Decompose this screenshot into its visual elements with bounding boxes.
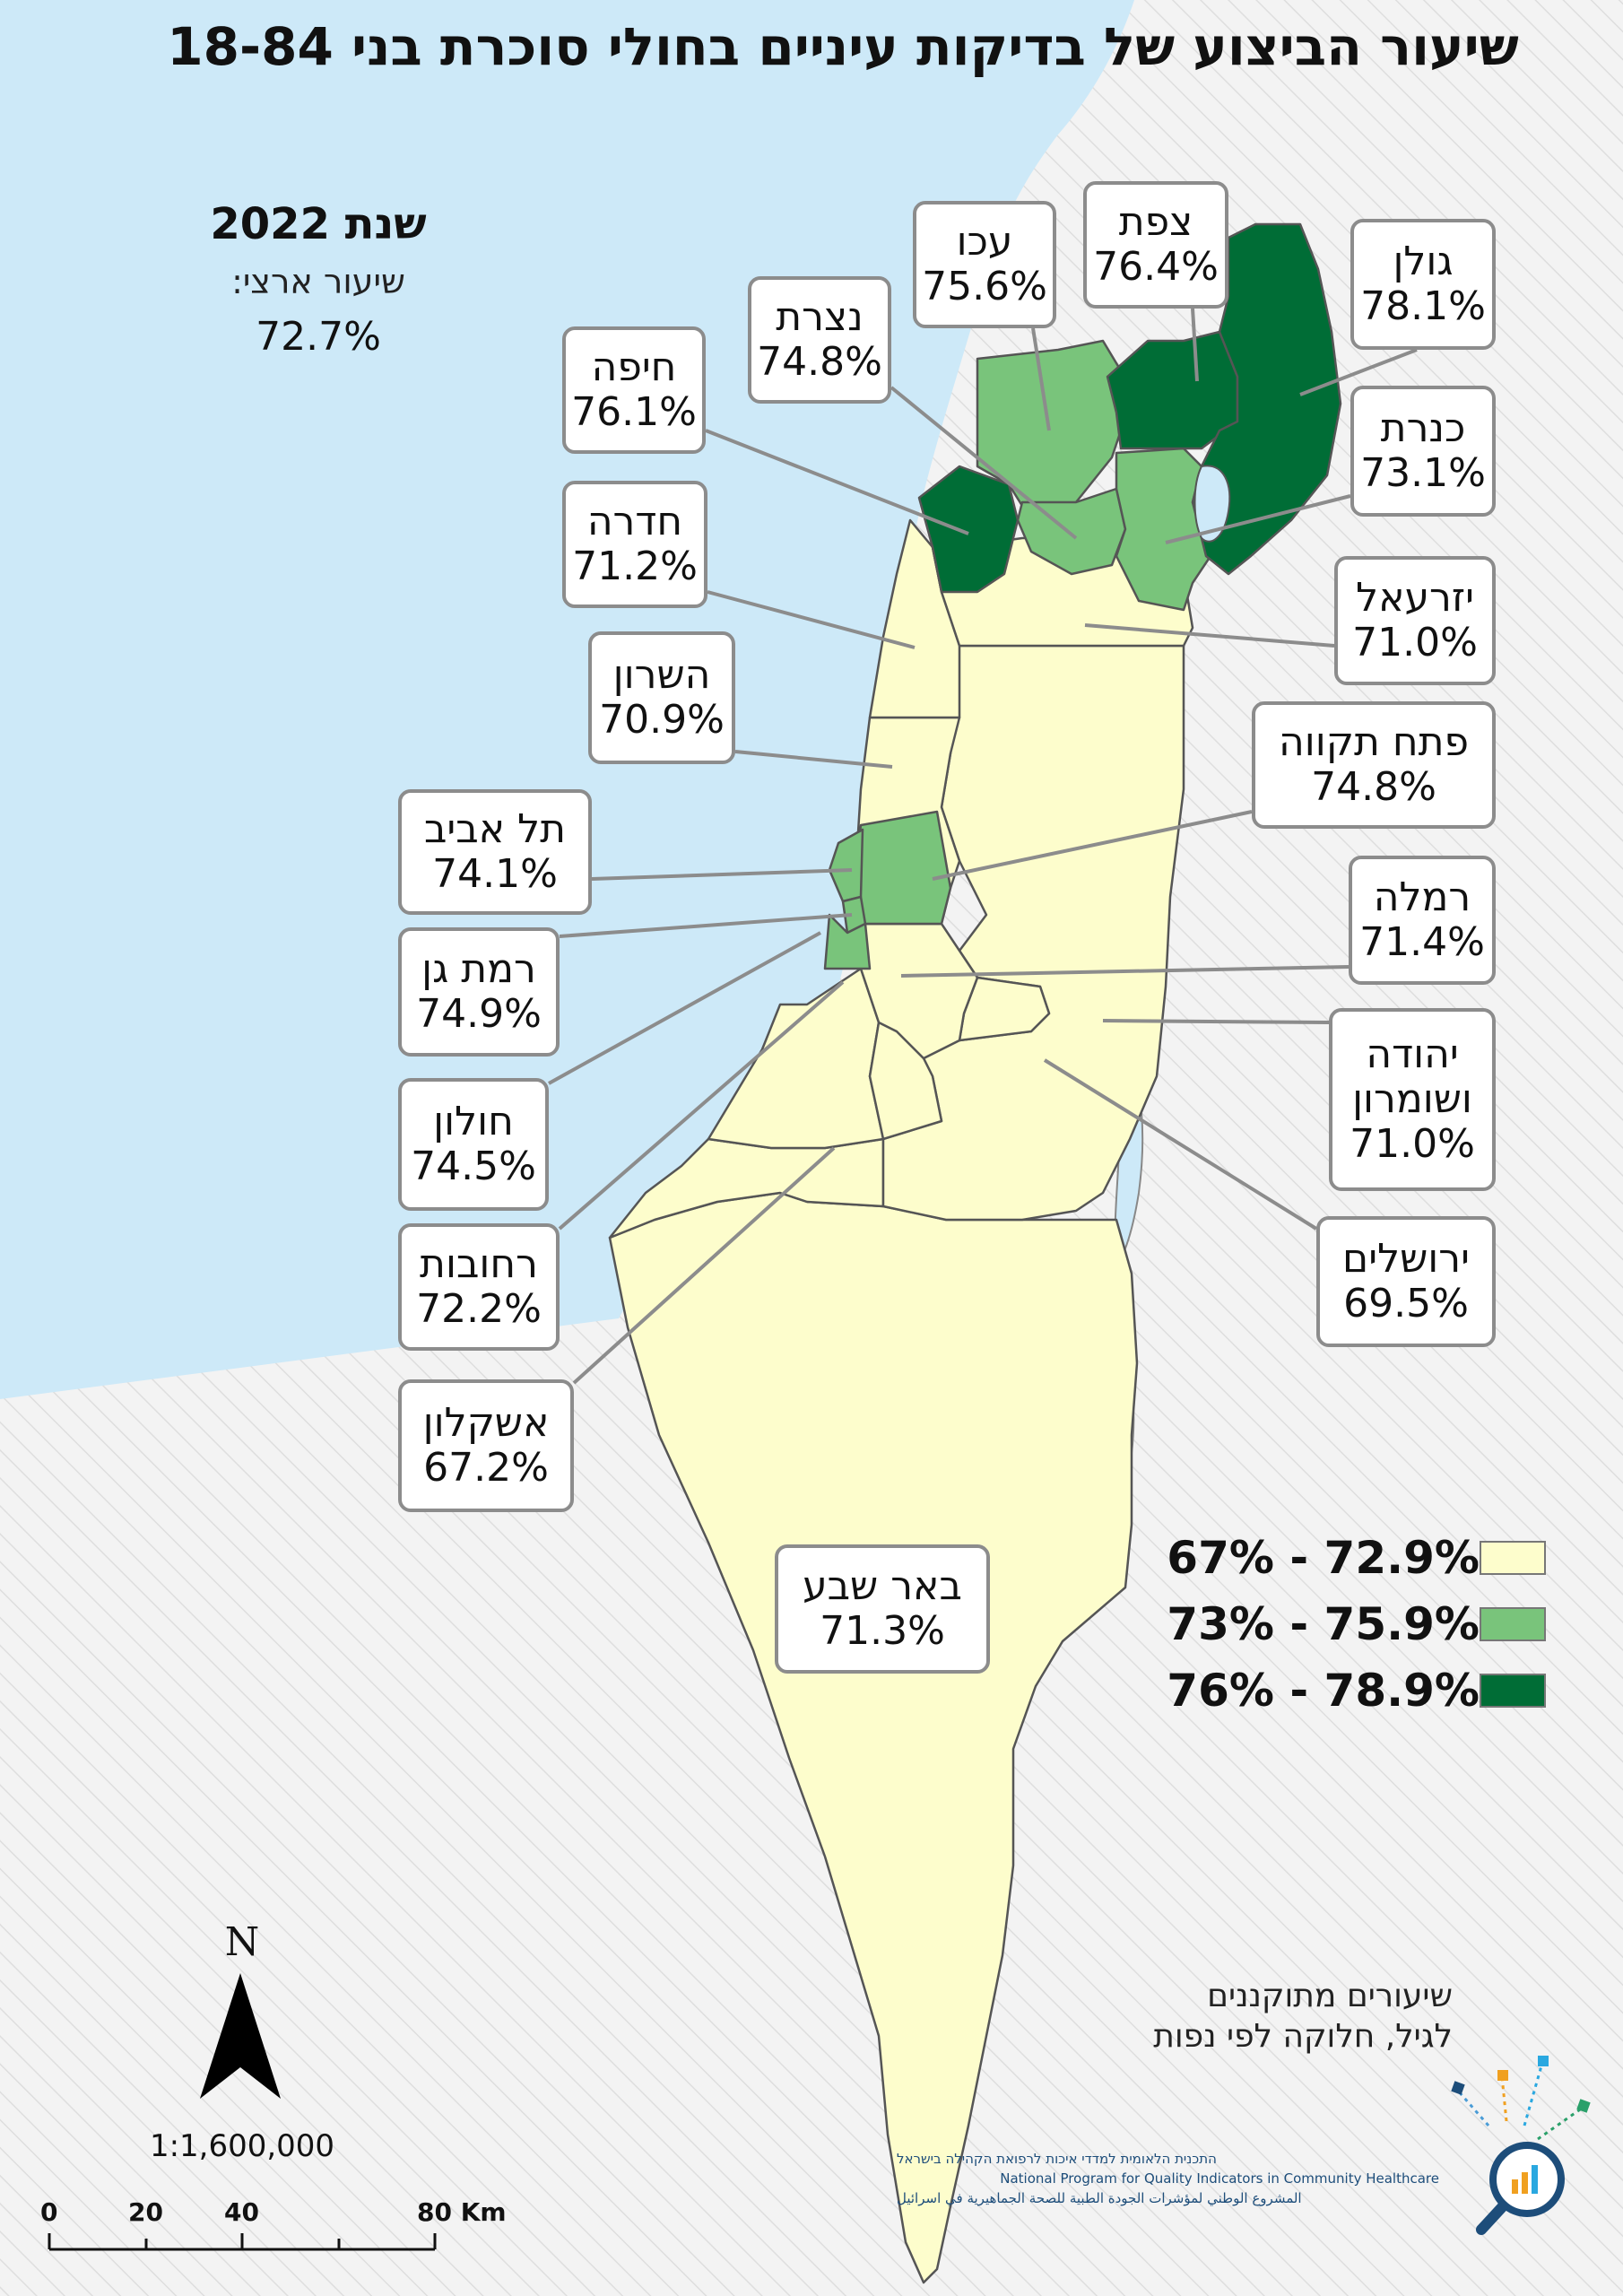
- leader-line-golan: [1299, 348, 1418, 396]
- leader-line-rehovot: [558, 980, 845, 1231]
- sea-of-galilee: [1193, 465, 1231, 543]
- region-label-holon: חולון 74.5%: [398, 1078, 549, 1211]
- legend-swatch-low: [1480, 1541, 1546, 1575]
- scale-tick-80: 80 Km: [417, 2197, 507, 2227]
- note-line-2: לגיל, חלוקה לפי נפות: [1153, 2018, 1453, 2055]
- leader-line-petah-tikva: [932, 810, 1253, 881]
- scale-tick-20: 20: [128, 2197, 163, 2227]
- scale-ratio: 1:1,600,000: [149, 2128, 335, 2164]
- leader-line-ramla: [900, 965, 1350, 978]
- region-label-tel-aviv: תל אביב 74.1%: [398, 789, 592, 915]
- leader-line-nazareth: [890, 386, 1078, 540]
- region-label-petah-tikva: פתח תקווה 74.8%: [1252, 701, 1496, 829]
- leader-line-hadera: [707, 590, 916, 649]
- region-label-safed: צפת 76.4%: [1083, 181, 1228, 309]
- leader-line-sharon: [734, 750, 893, 769]
- scale-bar: [48, 2233, 437, 2251]
- legend-label-high: 76% - 78.9%: [1167, 1665, 1480, 1717]
- region-label-ramat-gan: רמת גן 74.9%: [398, 927, 560, 1057]
- legend-label-low: 67% - 72.9%: [1167, 1532, 1480, 1584]
- region-holon: [823, 913, 872, 970]
- leader-line-tel-aviv: [591, 868, 853, 881]
- leader-line-holon: [548, 931, 821, 1085]
- leader-line-safed: [1191, 308, 1199, 382]
- region-golan: [1191, 222, 1342, 576]
- leader-line-ashkelon: [572, 1146, 836, 1385]
- scale-tick-0: 0: [40, 2197, 58, 2227]
- region-nazareth: [1016, 487, 1127, 576]
- region-haifa: [917, 465, 1020, 594]
- legend-swatch-mid: [1480, 1607, 1546, 1641]
- org-name-hebrew: התכנית הלאומית למדדי איכות לרפואת הקהילה…: [897, 2151, 1217, 2167]
- region-label-ramla: רמלה 71.4%: [1349, 856, 1496, 985]
- north-arrow: [200, 1973, 281, 2099]
- region-label-yehuda-shomron: יהודה ושומרון 71.0%: [1329, 1008, 1496, 1191]
- leader-line-akko: [1031, 327, 1051, 431]
- region-label-hadera: חדרה 71.2%: [562, 481, 707, 608]
- map-title: שיעור הביצוע של בדיקות עיניים בחולי סוכר…: [167, 16, 1519, 77]
- leader-line-ramat-gan: [559, 913, 853, 938]
- region-label-yizreel: יזרעאל 71.0%: [1334, 556, 1496, 685]
- note-line-1: שיעורים מתוקננים: [1207, 1978, 1453, 2014]
- leader-line-yehuda-shomron: [1102, 1019, 1330, 1024]
- region-label-haifa: חיפה 76.1%: [562, 326, 706, 454]
- national-rate-label: שיעור ארצי:: [231, 262, 405, 301]
- region-rehovot: [707, 967, 885, 1150]
- north-label: N: [224, 1919, 260, 1965]
- region-label-jerusalem: ירושלים 69.5%: [1316, 1216, 1496, 1347]
- leader-line-jerusalem: [1043, 1058, 1318, 1231]
- logo-icon: [1451, 2056, 1591, 2235]
- region-label-nazareth: נצרת 74.8%: [748, 276, 891, 404]
- leader-line-kinneret: [1165, 494, 1351, 544]
- legend-label-mid: 73% - 75.9%: [1167, 1598, 1480, 1650]
- leader-line-yizreel: [1084, 623, 1335, 648]
- region-label-akko: עכו 75.6%: [913, 201, 1056, 328]
- region-kinneret: [1115, 447, 1212, 612]
- legend-swatch-high: [1480, 1674, 1546, 1708]
- region-label-kinneret: כנרת 73.1%: [1350, 386, 1496, 517]
- org-name-arabic: المشروع الوطني لمؤشرات الجودة الطبية للص…: [897, 2190, 1302, 2206]
- year-label: שנת 2022: [210, 199, 427, 249]
- region-petah-tikva: [855, 810, 952, 926]
- leader-line-haifa: [705, 429, 969, 535]
- region-ramla: [859, 922, 979, 1060]
- region-label-ashkelon: אשקלון 67.2%: [398, 1379, 574, 1512]
- scale-tick-40: 40: [224, 2197, 259, 2227]
- region-label-sharon: השרון 70.9%: [588, 631, 735, 764]
- org-name-english: National Program for Quality Indicators …: [1000, 2170, 1439, 2187]
- national-rate-value: 72.7%: [256, 314, 381, 360]
- region-label-beer-sheva: באר שבע 71.3%: [775, 1544, 990, 1674]
- region-label-rehovot: רחובות 72.2%: [398, 1223, 560, 1351]
- region-label-golan: גולן 78.1%: [1350, 219, 1496, 350]
- leader-lines: [548, 308, 1418, 1385]
